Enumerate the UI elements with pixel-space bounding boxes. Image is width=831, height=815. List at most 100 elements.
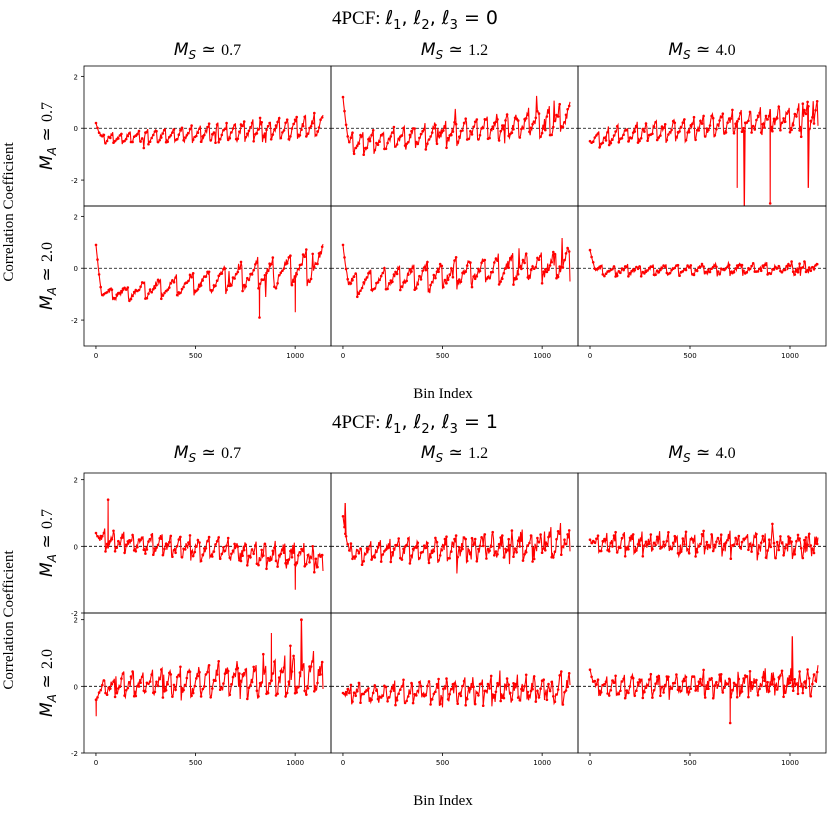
series-point bbox=[110, 538, 114, 541]
series-point bbox=[223, 127, 227, 131]
series-group bbox=[588, 100, 819, 206]
series-point bbox=[319, 673, 322, 676]
series-point bbox=[303, 565, 307, 568]
series-point bbox=[739, 546, 742, 550]
series-point bbox=[99, 688, 102, 692]
series-point bbox=[110, 133, 114, 137]
series-point bbox=[405, 699, 409, 703]
series-point bbox=[123, 286, 126, 290]
series-point bbox=[434, 536, 437, 540]
series-point bbox=[389, 690, 393, 693]
series-point bbox=[532, 557, 536, 561]
series-point bbox=[670, 687, 673, 690]
series-point bbox=[787, 262, 790, 266]
series-point bbox=[241, 554, 244, 557]
series-point bbox=[473, 120, 477, 124]
series-point bbox=[359, 289, 362, 293]
series-point bbox=[109, 136, 112, 140]
series-point bbox=[740, 690, 744, 693]
series-point bbox=[737, 117, 741, 121]
series-point bbox=[599, 691, 603, 694]
series-point bbox=[188, 273, 192, 277]
row-label-1-0-approx: ≃ bbox=[37, 529, 57, 554]
series-point bbox=[526, 544, 530, 547]
series-point bbox=[440, 548, 444, 552]
series-point bbox=[437, 677, 440, 681]
series-point bbox=[719, 533, 723, 536]
series-point bbox=[289, 135, 292, 138]
series-point bbox=[801, 556, 805, 560]
series-point bbox=[215, 279, 219, 283]
series-point bbox=[520, 267, 523, 271]
series-point bbox=[432, 126, 436, 130]
series-point bbox=[246, 276, 249, 280]
series-point bbox=[171, 555, 174, 558]
series-point bbox=[614, 674, 617, 678]
series-point bbox=[365, 689, 369, 692]
series-point bbox=[478, 544, 482, 548]
series-point bbox=[418, 557, 421, 560]
series-point bbox=[249, 684, 252, 687]
series-point bbox=[779, 674, 782, 677]
series-point bbox=[381, 132, 385, 136]
series-point bbox=[222, 546, 225, 549]
series-point bbox=[408, 691, 412, 695]
series-point bbox=[782, 695, 785, 699]
series-point bbox=[783, 268, 787, 272]
series-point bbox=[715, 265, 718, 269]
series-point bbox=[807, 677, 811, 680]
series-point bbox=[408, 267, 412, 271]
series-point bbox=[152, 133, 155, 137]
series-point bbox=[434, 123, 437, 127]
series-point bbox=[160, 297, 163, 301]
series-point bbox=[346, 135, 350, 138]
series-point bbox=[469, 551, 472, 554]
series-point bbox=[505, 548, 509, 552]
series-point bbox=[290, 670, 294, 673]
series-point bbox=[758, 687, 761, 691]
series-point bbox=[775, 117, 779, 120]
series-point bbox=[673, 121, 677, 125]
series-point bbox=[458, 278, 461, 281]
series-point bbox=[341, 515, 345, 518]
series-point bbox=[96, 696, 99, 699]
series-point bbox=[319, 251, 322, 254]
series-point bbox=[370, 558, 373, 561]
series-point bbox=[156, 140, 160, 144]
series-point bbox=[609, 689, 613, 692]
series-point bbox=[120, 289, 123, 293]
series-point bbox=[405, 543, 409, 547]
series-point bbox=[284, 695, 287, 698]
series-point bbox=[298, 134, 302, 137]
series-point bbox=[195, 545, 198, 548]
series-point bbox=[113, 296, 117, 300]
series-point bbox=[662, 126, 665, 130]
series-point bbox=[716, 123, 720, 126]
series-point bbox=[804, 686, 808, 689]
series-point bbox=[671, 119, 675, 123]
series-point bbox=[290, 127, 294, 130]
series-point bbox=[791, 270, 795, 274]
series-point bbox=[276, 282, 279, 285]
series-point bbox=[591, 140, 595, 143]
series-point bbox=[430, 698, 434, 701]
series-point bbox=[461, 684, 464, 688]
row-label-0-1-value: 2.0 bbox=[39, 242, 56, 262]
series-point bbox=[516, 273, 520, 276]
series-point bbox=[214, 543, 217, 546]
series-point bbox=[623, 696, 627, 700]
series-point bbox=[175, 675, 179, 679]
series-point bbox=[144, 552, 147, 555]
series-point bbox=[313, 690, 316, 693]
series-point bbox=[160, 136, 163, 139]
series-point bbox=[670, 128, 673, 132]
series-line bbox=[342, 237, 571, 297]
series-point bbox=[791, 123, 795, 127]
chart-title-ell: ℓ bbox=[441, 7, 450, 29]
series-point bbox=[195, 134, 198, 138]
series-point bbox=[732, 270, 736, 274]
series-point bbox=[705, 540, 709, 544]
series-point bbox=[295, 561, 299, 564]
series-point bbox=[391, 280, 394, 284]
series-point bbox=[635, 125, 638, 129]
